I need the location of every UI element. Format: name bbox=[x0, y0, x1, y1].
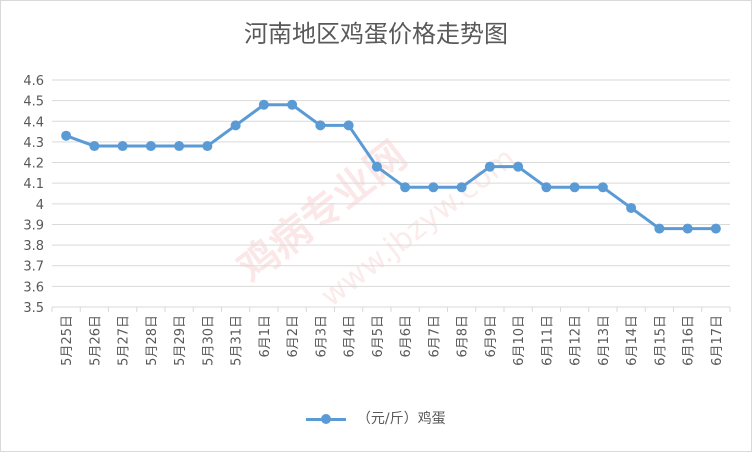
x-tick-label: 6月3日 bbox=[314, 315, 329, 358]
chart-title: 河南地区鸡蛋价格走势图 bbox=[244, 20, 508, 48]
data-point bbox=[597, 182, 608, 193]
legend: （元/斤）鸡蛋 bbox=[0, 408, 752, 428]
data-point bbox=[371, 161, 382, 172]
data-point bbox=[513, 161, 524, 172]
y-tick-label: 3.9 bbox=[23, 218, 44, 233]
gridlines bbox=[52, 79, 730, 308]
x-tick-label: 6月12日 bbox=[569, 315, 584, 366]
data-point bbox=[654, 223, 665, 234]
x-tick-label: 5月30日 bbox=[201, 315, 216, 366]
data-point bbox=[343, 120, 354, 131]
data-point bbox=[287, 99, 298, 110]
x-tick-label: 6月5日 bbox=[371, 315, 386, 358]
data-point bbox=[315, 120, 326, 131]
y-axis-ticks: 4.6 4.5 4.4 4.3 4.2 4.1 4 3.9 3.8 3.7 3.6 3.5 bbox=[23, 74, 44, 316]
y-tick-label: 4.4 bbox=[23, 115, 44, 130]
x-tick-label: 6月17日 bbox=[710, 315, 725, 366]
x-tick-label: 6月15日 bbox=[653, 315, 668, 366]
y-tick-label: 3.5 bbox=[23, 301, 44, 316]
data-point bbox=[682, 223, 693, 234]
y-tick-label: 3.8 bbox=[23, 239, 44, 254]
data-point bbox=[484, 161, 495, 172]
legend-marker bbox=[306, 414, 347, 424]
series-egg-price bbox=[61, 99, 721, 234]
data-point bbox=[569, 182, 580, 193]
x-tick-label: 6月6日 bbox=[399, 315, 414, 358]
legend-label: （元/斤）鸡蛋 bbox=[356, 411, 446, 427]
x-tick-label: 6月10日 bbox=[512, 315, 527, 366]
data-point bbox=[117, 141, 128, 152]
data-point bbox=[174, 141, 185, 152]
y-tick-label: 4.6 bbox=[23, 74, 44, 89]
y-tick-label: 4.3 bbox=[23, 136, 44, 151]
x-tick-label: 6月8日 bbox=[456, 315, 471, 358]
y-tick-label: 3.7 bbox=[23, 260, 44, 275]
x-axis-ticks: 5月25日 5月26日 5月27日 5月28日 5月29日 5月30日 5月31日 6月1日 6… bbox=[51, 307, 731, 366]
x-tick-label: 5月29日 bbox=[173, 315, 188, 366]
x-tick-label: 6月11日 bbox=[540, 315, 555, 366]
data-point bbox=[145, 141, 156, 152]
data-point bbox=[710, 223, 721, 234]
data-point bbox=[202, 141, 213, 152]
y-tick-label: 3.6 bbox=[23, 280, 44, 295]
data-point bbox=[61, 130, 72, 141]
x-tick-label: 6月4日 bbox=[343, 315, 358, 358]
series-line bbox=[65, 103, 716, 231]
x-tick-label: 6月1日 bbox=[258, 315, 273, 358]
data-point bbox=[89, 141, 100, 152]
data-point bbox=[400, 182, 411, 193]
data-point bbox=[258, 99, 269, 110]
x-tick-label: 5月25日 bbox=[60, 315, 75, 366]
y-tick-label: 4.1 bbox=[23, 177, 44, 192]
data-point bbox=[230, 120, 241, 131]
x-tick-label: 6月16日 bbox=[682, 315, 697, 366]
x-tick-label: 6月9日 bbox=[484, 315, 499, 358]
x-tick-label: 5月27日 bbox=[117, 315, 132, 366]
y-tick-label: 4 bbox=[36, 198, 44, 213]
data-point bbox=[626, 202, 637, 213]
data-point bbox=[541, 182, 552, 193]
data-point bbox=[428, 182, 439, 193]
x-tick-label: 6月13日 bbox=[597, 315, 612, 366]
x-tick-label: 6月7日 bbox=[427, 315, 442, 358]
x-tick-label: 6月14日 bbox=[625, 315, 640, 366]
x-tick-label: 6月2日 bbox=[286, 315, 301, 358]
y-tick-label: 4.2 bbox=[23, 157, 44, 172]
x-tick-label: 5月31日 bbox=[230, 315, 245, 366]
x-tick-label: 5月26日 bbox=[88, 315, 103, 366]
x-tick-label: 5月28日 bbox=[145, 315, 160, 366]
y-tick-label: 4.5 bbox=[23, 95, 44, 110]
data-point bbox=[456, 182, 467, 193]
